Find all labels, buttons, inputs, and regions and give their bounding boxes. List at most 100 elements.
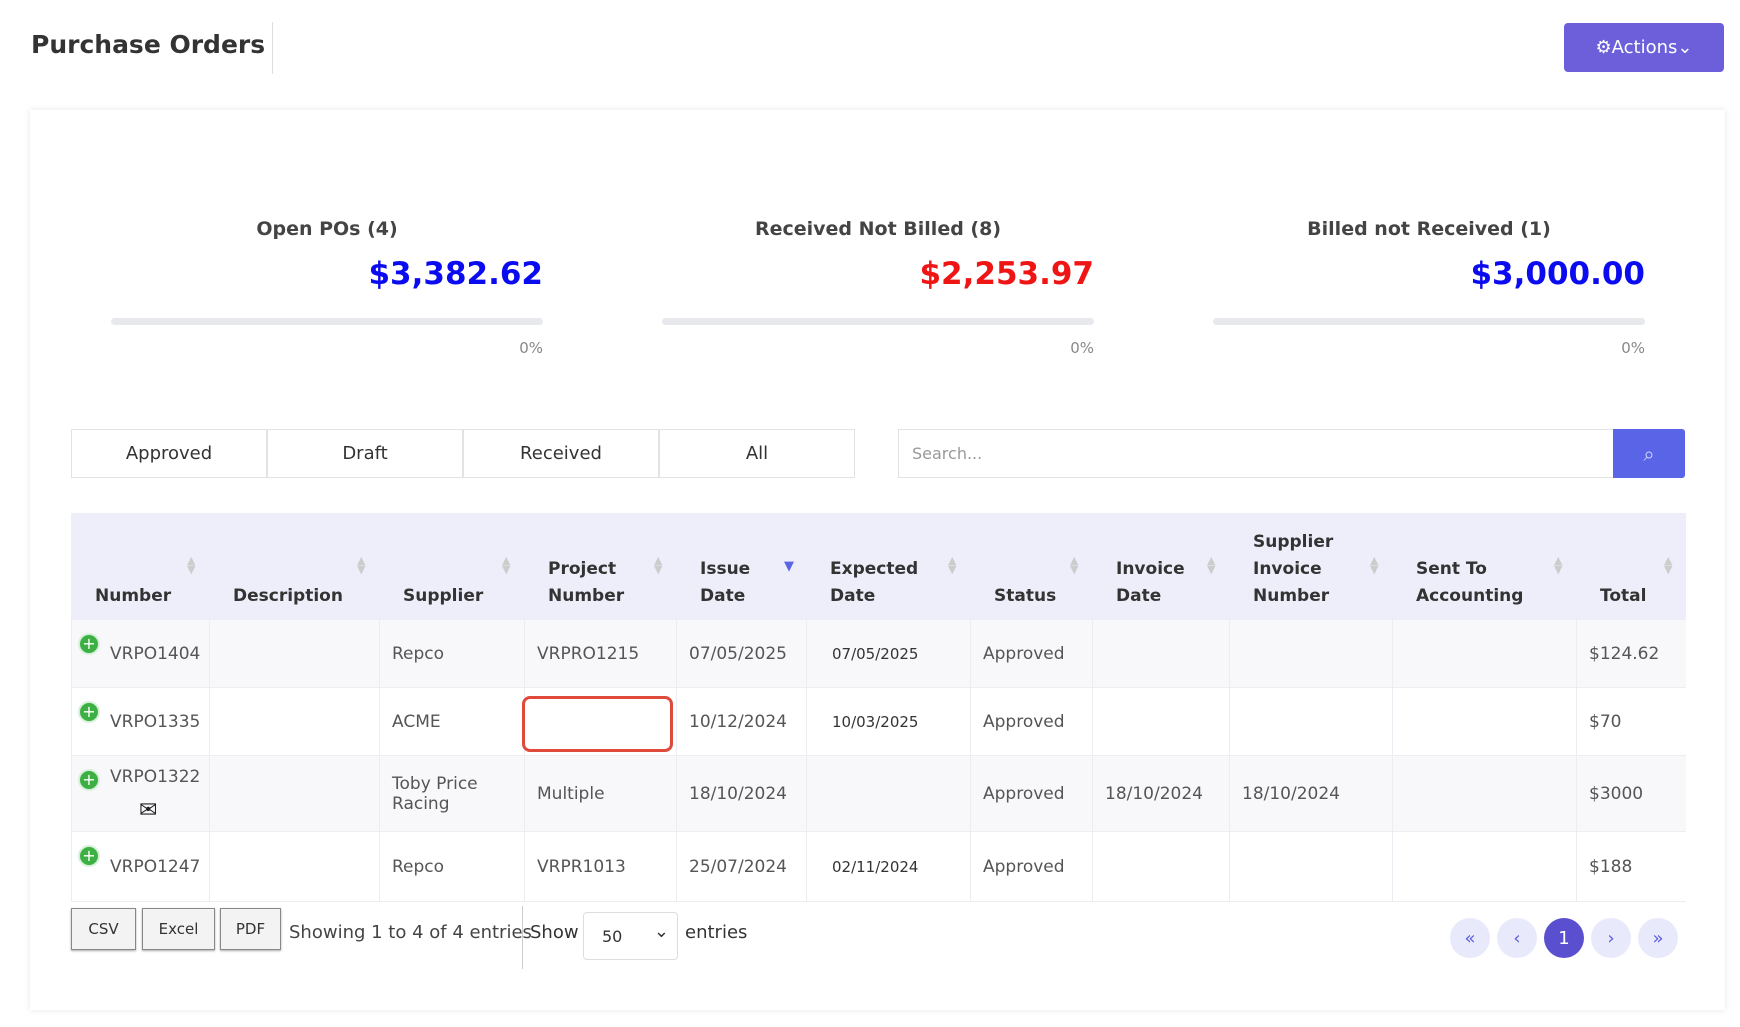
cell-border — [806, 832, 807, 902]
divider — [522, 906, 523, 969]
filter-tab[interactable]: Approved — [71, 429, 267, 478]
show-label: Show — [530, 922, 579, 943]
cell-border — [1576, 620, 1577, 688]
table-cell: Approved — [983, 644, 1065, 664]
cell-border — [1392, 688, 1393, 756]
cell-border — [1576, 832, 1577, 902]
cell-border — [524, 832, 525, 902]
table-cell: 25/07/2024 — [689, 857, 787, 877]
table-cell[interactable]: Repco — [392, 644, 445, 664]
pagination-button[interactable]: › — [1591, 918, 1631, 958]
table-cell: 10/12/2024 — [689, 712, 787, 732]
pagination-button[interactable]: « — [1450, 918, 1490, 958]
expand-icon[interactable]: + — [78, 769, 100, 791]
column-header[interactable]: Sent To Accounting — [1416, 559, 1524, 606]
summary-label: Billed not Received (1) — [1307, 218, 1551, 240]
cell-border — [71, 688, 72, 756]
table-cell: $124.62 — [1589, 644, 1660, 664]
export-button[interactable]: Excel — [142, 908, 215, 950]
table-cell[interactable]: VRPO1335 — [110, 712, 201, 732]
search-input[interactable]: Search... — [898, 429, 1614, 478]
sort-arrow: ▲ ▼ — [502, 554, 511, 576]
pagination-button[interactable]: » — [1638, 918, 1678, 958]
table-cell[interactable]: VRPR1013 — [537, 857, 626, 877]
export-button[interactable]: PDF — [220, 908, 281, 950]
sort-arrow: ▲ ▼ — [1664, 554, 1673, 576]
table-cell: Approved — [983, 857, 1065, 877]
expand-icon[interactable]: + — [78, 633, 100, 655]
column-header[interactable]: Supplier Invoice Number — [1253, 532, 1334, 606]
table-cell[interactable]: VRPO1404 — [110, 644, 201, 664]
table-cell: 07/05/2025 — [689, 644, 787, 664]
table-row — [71, 620, 1686, 688]
table-cell[interactable]: ACME — [392, 712, 441, 732]
filter-tab[interactable]: Draft — [267, 429, 463, 478]
cell-border — [806, 756, 807, 832]
chevron: ⌄ — [1677, 37, 1693, 58]
summary-label: Received Not Billed (8) — [754, 218, 1002, 240]
search-button[interactable]: ⌕ — [1613, 429, 1685, 478]
column-header[interactable]: Invoice Date — [1116, 559, 1185, 606]
column-header[interactable]: Total — [1600, 586, 1647, 606]
column-header[interactable]: Number — [95, 586, 172, 606]
pagination-button[interactable]: 1 — [1544, 918, 1584, 958]
page-title: Purchase Orders — [31, 30, 266, 59]
cell-border — [676, 620, 677, 688]
cell-border — [970, 756, 971, 832]
actions-button[interactable]: ⚙ Actions ⌄ — [1564, 23, 1724, 72]
divider — [272, 22, 273, 74]
mail-icon: ✉ — [139, 798, 158, 823]
sort-arrow: ▲ ▼ — [1554, 554, 1563, 576]
column-header[interactable]: Status — [994, 586, 1057, 606]
select-arrow: ⌄ — [653, 921, 669, 942]
actions-label: Actions — [1611, 37, 1678, 58]
table-cell: Approved — [983, 784, 1065, 804]
page-size-select[interactable]: 50 ⌄ — [583, 912, 678, 960]
summary-amount: $2,253.97 — [919, 256, 1094, 292]
table-cell[interactable]: VRPO1247 — [110, 857, 201, 877]
sort-arrow: ▲ ▼ — [1370, 554, 1379, 576]
cell-border — [379, 756, 380, 832]
column-header[interactable]: Description — [233, 586, 343, 606]
column-header[interactable]: Supplier — [403, 586, 484, 606]
table-cell[interactable]: Repco — [392, 857, 445, 877]
cell-border — [806, 688, 807, 756]
cell-border — [1229, 756, 1230, 832]
filter-tab[interactable]: All — [659, 429, 855, 478]
cell-border — [1576, 688, 1577, 756]
cell-border — [806, 620, 807, 688]
sort-arrow: ▲ ▼ — [1207, 554, 1216, 576]
filter-tab[interactable]: Received — [463, 429, 659, 478]
entries-label: entries — [685, 922, 748, 943]
cell-border — [524, 620, 525, 688]
table-cell[interactable]: VRPO1322 — [110, 767, 201, 787]
cell-border — [1392, 756, 1393, 832]
column-header[interactable]: Expected Date — [830, 559, 919, 606]
sort-arrow: ▲ ▼ — [187, 554, 196, 576]
column-header[interactable]: Project Number — [548, 559, 625, 606]
table-cell: $188 — [1589, 857, 1633, 877]
cell-border — [970, 832, 971, 902]
progress-bar — [111, 318, 543, 325]
table-row — [71, 756, 1686, 832]
cell-border — [1392, 620, 1393, 688]
column-header[interactable]: Issue Date — [700, 559, 751, 606]
cell-border — [1392, 832, 1393, 902]
cell-border — [71, 756, 72, 832]
table-cell[interactable]: VRPRO1215 — [537, 644, 640, 664]
table-cell[interactable]: Toby Price Racing — [392, 774, 478, 814]
highlight-box — [522, 696, 673, 752]
table-cell: 07/05/2025 — [832, 645, 919, 663]
pagination-button[interactable]: ‹ — [1497, 918, 1537, 958]
table-cell: 18/10/2024 — [689, 784, 787, 804]
progress-bar — [1213, 318, 1645, 325]
expand-icon[interactable]: + — [78, 845, 100, 867]
entries-info: Showing 1 to 4 of 4 entries — [289, 922, 532, 943]
summary-amount: $3,000.00 — [1470, 256, 1645, 292]
sort-arrow: ▲ ▼ — [1070, 554, 1079, 576]
expand-icon[interactable]: + — [78, 701, 100, 723]
gear-icon: ⚙ — [1595, 37, 1612, 58]
export-button[interactable]: CSV — [71, 908, 136, 950]
summary-percent: 0% — [1621, 339, 1645, 357]
table-cell: 02/11/2024 — [832, 858, 919, 876]
